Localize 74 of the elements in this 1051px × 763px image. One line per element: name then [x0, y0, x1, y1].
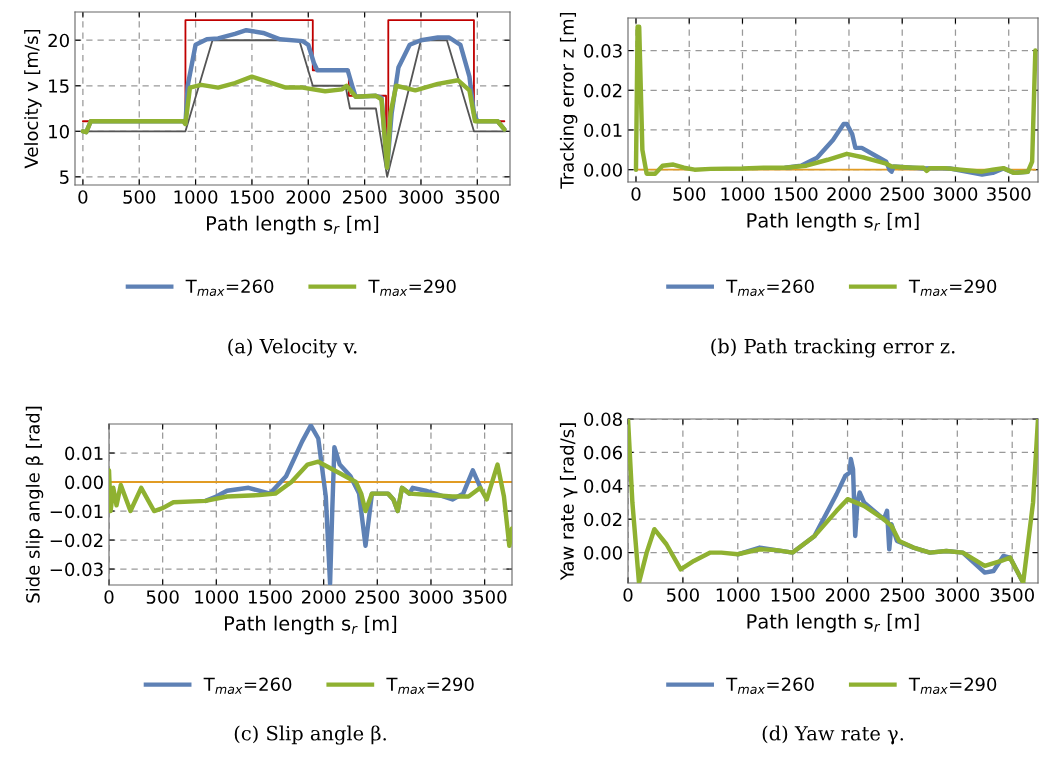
line-series: [628, 419, 1038, 583]
x-tick-label: 0: [623, 588, 633, 602]
x-axis-title: Path length s$_{r}$ [m]: [225, 615, 397, 635]
y-tick-label: 0.03: [584, 44, 622, 58]
x-tick-label: 0: [631, 187, 641, 201]
y-tick-label: 10: [49, 124, 69, 139]
x-tick-label: 2500: [880, 187, 924, 201]
y-tick-label: 0.08: [584, 412, 622, 427]
y-tick-label: 0.00: [584, 163, 622, 177]
x-tick-label: 2500: [342, 190, 387, 204]
x-tick-label: 2500: [880, 588, 925, 602]
x-tick-label: 1500: [774, 187, 818, 201]
y-tick-label: 0.00: [65, 475, 103, 490]
y-tick-label: 5: [60, 170, 69, 184]
y-axis-title: Velocity v [m/s]: [24, 29, 42, 169]
x-tick-label: 3000: [409, 590, 453, 604]
y-axis-title: Yaw rate γ [rad/s]: [559, 423, 578, 581]
x-tick-label: 3500: [455, 190, 500, 204]
y-axis-title: Side slip angle β [rad]: [25, 406, 44, 603]
x-tick-label: 500: [673, 187, 706, 201]
x-tick-label: 1500: [248, 590, 292, 604]
legend-label: T$_{max}$=260: [185, 279, 274, 296]
y-tick-label: 20: [48, 33, 69, 48]
y-tick-label: 0.06: [584, 445, 622, 460]
x-tick-label: 1000: [716, 588, 760, 602]
y-tick-label: 0.02: [584, 83, 622, 98]
x-axis-title: Path length s$_{r}$ [m]: [747, 212, 919, 232]
x-axis-title: Path length s$_{r}$ [m]: [747, 613, 919, 633]
x-tick-label: 0: [104, 590, 114, 604]
x-tick-label: 2000: [825, 588, 870, 602]
x-tick-label: 2000: [286, 190, 331, 204]
y-tick-label: 0.01: [65, 446, 103, 461]
x-tick-label: 500: [146, 590, 179, 604]
y-tick-label: 0.02: [584, 512, 622, 527]
y-tick-label: −0.02: [50, 533, 103, 548]
x-tick-label: 1500: [230, 190, 274, 204]
text: (b) Path tracking error z.: [711, 338, 955, 358]
y-tick-label: 0.00: [584, 546, 622, 560]
x-tick-label: 1000: [721, 187, 765, 201]
legend-label: T$_{max}$=260: [726, 279, 814, 296]
y-tick-label: −0.03: [50, 562, 103, 577]
y-tick-label: −0.01: [50, 504, 103, 519]
y-axis-title: Tracking error z [m]: [559, 12, 578, 189]
legend-label: T$_{max}$=290: [386, 677, 474, 694]
legend-label: T$_{max}$=290: [368, 279, 456, 296]
x-tick-label: 2000: [827, 187, 871, 201]
x-tick-label: 3500: [990, 588, 1034, 602]
text: (a) Velocity v.: [228, 338, 357, 358]
x-tick-label: 3000: [399, 190, 443, 204]
line-series: [80, 74, 507, 170]
legend-label: T$_{max}$=260: [203, 677, 292, 694]
x-tick-label: 3500: [987, 187, 1031, 201]
x-tick-label: 3500: [463, 590, 507, 604]
x-tick-label: 500: [667, 588, 699, 602]
legend-label: T$_{max}$=260: [726, 677, 814, 694]
x-tick-label: 1000: [174, 190, 218, 204]
legend-label: T$_{max}$=290: [908, 279, 997, 296]
y-tick-label: 0.01: [584, 123, 622, 138]
text: (d) Yaw rate γ.: [762, 725, 904, 745]
y-tick-label: 15: [49, 79, 69, 93]
x-tick-label: 1500: [771, 588, 815, 602]
line-series: [633, 24, 1038, 176]
x-tick-label: 2500: [355, 590, 400, 604]
line-series: [109, 459, 512, 549]
text: (c) Slip angle β.: [234, 725, 386, 745]
x-tick-label: 0: [78, 190, 88, 204]
legend-label: T$_{max}$=290: [908, 677, 997, 694]
x-tick-label: 2000: [301, 590, 346, 604]
x-tick-label: 3000: [933, 187, 978, 201]
x-tick-label: 1000: [195, 590, 239, 604]
x-tick-label: 3000: [935, 588, 980, 602]
x-axis-title: Path length s$_{r}$ [m]: [207, 215, 379, 235]
y-tick-label: 0.04: [584, 479, 623, 493]
x-tick-label: 500: [123, 190, 156, 204]
